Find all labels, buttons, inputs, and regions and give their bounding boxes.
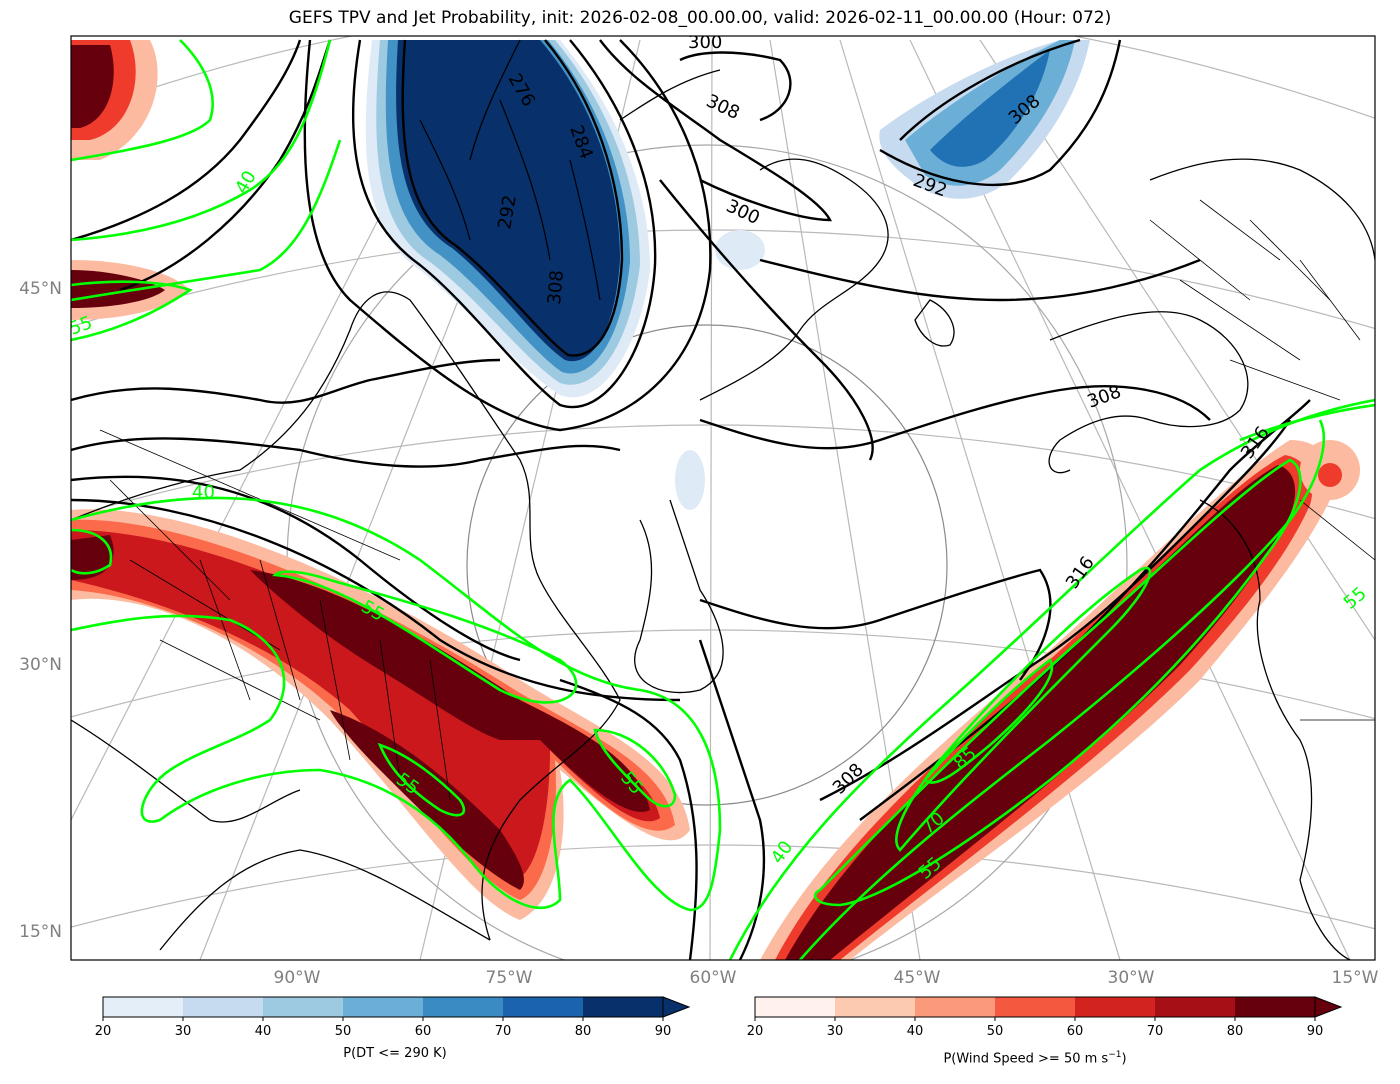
jet-label: 40 <box>192 482 215 503</box>
colorbar-tick-label: 70 <box>495 1024 512 1039</box>
colorbar-tick-label: 20 <box>95 1024 112 1039</box>
jet-colorbar-label-tail: ) <box>1121 1051 1127 1067</box>
jet-colorbar-label-sup: −1 <box>1108 1050 1122 1060</box>
theta-contours-thin <box>419 99 601 301</box>
theta-label: 308 <box>544 269 568 305</box>
tpv-colorbar-label: P(DT <= 290 K) <box>343 1046 447 1061</box>
colorbar-tick-label: 90 <box>655 1024 672 1039</box>
tpv-probability-shading <box>365 40 1090 510</box>
tpv-colorbar: 20 30 40 50 60 70 80 90 <box>95 996 691 1039</box>
colorbar-tick-label: 30 <box>827 1024 844 1039</box>
jet-colorbar-label: P(Wind Speed >= 50 m s−1) <box>755 1050 1315 1066</box>
jet-colorbar-label-text: P(Wind Speed >= 50 m s <box>943 1051 1109 1067</box>
colorbar-segment <box>183 997 264 1017</box>
lat-label: 45°N <box>19 279 62 299</box>
colorbar-tick-label: 80 <box>1227 1024 1244 1039</box>
colorbar-extend-arrow <box>662 996 691 1018</box>
jet-colorbar: 20 30 40 50 60 70 80 90 <box>747 996 1343 1039</box>
colorbar-segment <box>423 997 504 1017</box>
map-frame <box>70 35 1376 961</box>
colorbar-segment <box>995 997 1076 1017</box>
plot-title: GEFS TPV and Jet Probability, init: 2026… <box>288 8 1112 28</box>
colorbar-tick-label: 60 <box>1067 1024 1084 1039</box>
colorbar-tick-label: 40 <box>907 1024 924 1039</box>
theta-contours <box>71 38 1311 960</box>
colorbar-segment <box>1155 997 1236 1017</box>
colorbar-segment <box>263 997 344 1017</box>
colorbar-segment <box>583 997 664 1017</box>
colorbar-segment <box>835 997 916 1017</box>
lon-label: 15°W <box>1332 968 1379 988</box>
lat-label: 30°N <box>19 655 62 675</box>
theta-label: 300 <box>688 32 722 53</box>
colorbar-segment <box>915 997 996 1017</box>
lat-label: 15°N <box>19 922 62 942</box>
colorbar-tick-label: 50 <box>335 1024 352 1039</box>
colorbar-segment <box>1075 997 1156 1017</box>
colorbar-frame <box>102 996 664 1018</box>
colorbar-tick-label: 80 <box>575 1024 592 1039</box>
colorbar-segment <box>343 997 424 1017</box>
colorbar-segment <box>103 997 184 1017</box>
colorbar-segment <box>503 997 584 1017</box>
jet-contours <box>71 39 1375 960</box>
lon-label: 75°W <box>486 968 533 988</box>
colorbar-segment <box>1235 997 1316 1017</box>
lon-label: 45°W <box>894 968 941 988</box>
lon-label: 30°W <box>1108 968 1155 988</box>
colorbar-extend-arrow <box>1314 996 1343 1018</box>
colorbar-tick-label: 70 <box>1147 1024 1164 1039</box>
colorbar-tick-label: 40 <box>255 1024 272 1039</box>
colorbar-tick-label: 50 <box>987 1024 1004 1039</box>
colorbar-tick-label: 20 <box>747 1024 764 1039</box>
political-borders <box>99 199 1375 801</box>
colorbar-segment <box>755 997 836 1017</box>
colorbar-tick-label: 30 <box>175 1024 192 1039</box>
colorbar-tick-label: 90 <box>1307 1024 1324 1039</box>
colorbar-frame <box>754 996 1316 1018</box>
lon-label: 60°W <box>690 968 737 988</box>
coastlines <box>71 39 1375 960</box>
lon-label: 90°W <box>274 968 321 988</box>
colorbar-tick-label: 60 <box>415 1024 432 1039</box>
